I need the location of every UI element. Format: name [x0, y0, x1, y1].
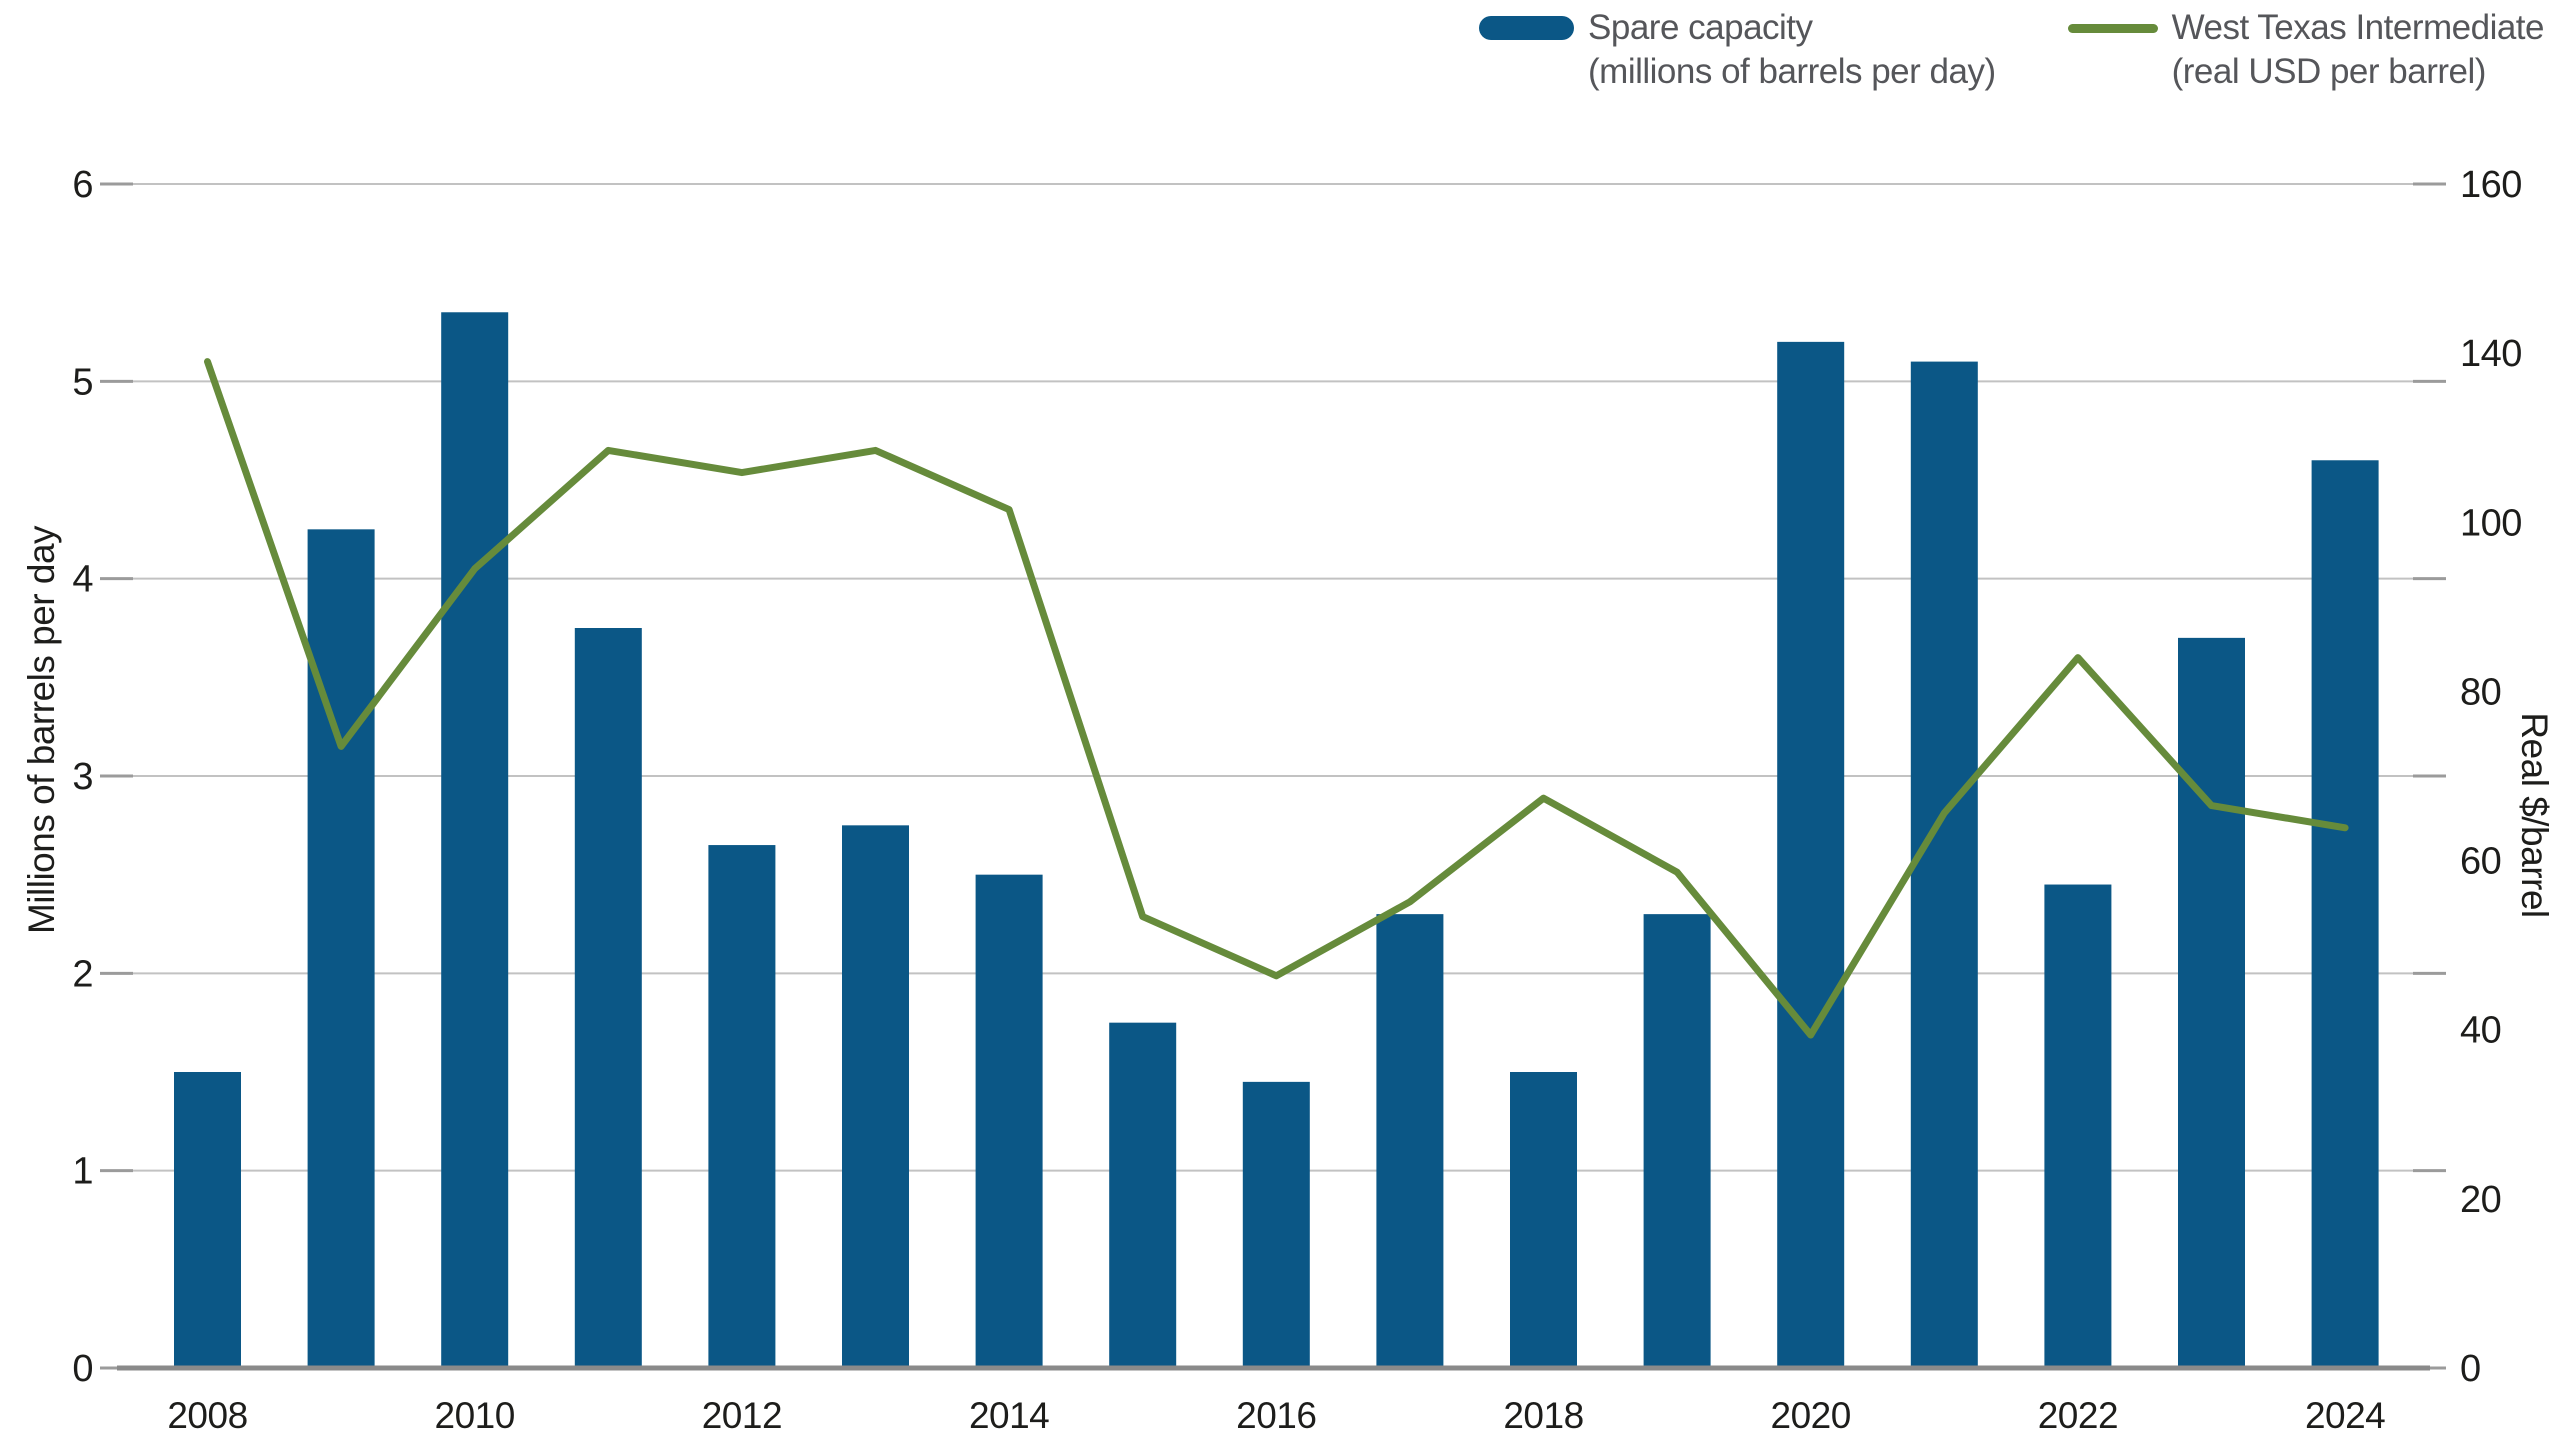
left-tick-label: 1: [72, 1151, 93, 1193]
left-tick-label: 0: [72, 1348, 93, 1390]
x-tick-label: 2020: [1771, 1395, 1851, 1436]
x-tick-label: 2008: [167, 1395, 247, 1436]
bar-2019: [1643, 914, 1711, 1368]
bar-2014: [975, 874, 1043, 1368]
legend-label-line2: (millions of barrels per day): [1588, 52, 1996, 91]
bar-2024: [2311, 460, 2379, 1368]
legend-label-line1: Spare capacity: [1588, 8, 1813, 47]
bar-2023: [2178, 637, 2245, 1368]
legend-label-wti: West Texas Intermediate (real USD per ba…: [2171, 6, 2545, 94]
legend-label-spare-capacity: Spare capacity (millions of barrels per …: [1588, 6, 1996, 94]
left-tick-label: 6: [72, 164, 93, 206]
right-tick-label: 20: [2460, 1179, 2501, 1221]
legend-item-wti: West Texas Intermediate (real USD per ba…: [2067, 6, 2545, 94]
x-tick-label: 2022: [2038, 1395, 2118, 1436]
left-tick-label: 2: [72, 953, 93, 995]
legend-label-line1: West Texas Intermediate: [2171, 8, 2545, 47]
wti-line-swatch: [2067, 24, 2158, 33]
bar-2009: [307, 529, 375, 1368]
legend-item-spare-capacity: Spare capacity (millions of barrels per …: [1479, 6, 1996, 94]
bar-2017: [1376, 914, 1444, 1368]
bar-2020: [1777, 341, 1845, 1368]
right-tick-label: 0: [2460, 1348, 2481, 1390]
x-tick-label: 2016: [1236, 1395, 1316, 1436]
spare-capacity-swatch: [1479, 16, 1575, 40]
bar-2013: [842, 825, 909, 1368]
left-tick-label: 4: [72, 559, 93, 601]
right-tick-label: 160: [2460, 164, 2522, 206]
left-tick-label: 5: [72, 361, 93, 403]
right-tick-label: 100: [2460, 502, 2522, 544]
x-tick-label: 2014: [969, 1395, 1049, 1436]
left-tick-label: 3: [72, 756, 93, 798]
bar-2022: [2044, 884, 2112, 1368]
legend-label-line2: (real USD per barrel): [2171, 52, 2487, 91]
bar-2008: [174, 1072, 241, 1368]
bar-2016: [1242, 1081, 1310, 1368]
bar-2012: [708, 845, 776, 1368]
right-tick-label: 140: [2460, 333, 2522, 375]
bar-2018: [1510, 1072, 1577, 1368]
bar-2010: [441, 312, 509, 1369]
right-tick-label: 40: [2460, 1010, 2501, 1052]
x-tick-label: 2018: [1503, 1395, 1583, 1436]
right-tick-label: 80: [2460, 671, 2501, 713]
right-tick-label: 60: [2460, 841, 2501, 883]
x-tick-label: 2024: [2305, 1395, 2385, 1436]
left-axis-title: Millions of barrels per day: [21, 525, 62, 935]
bar-2021: [1910, 361, 1978, 1369]
x-tick-label: 2010: [435, 1395, 515, 1436]
bar-2011: [574, 628, 642, 1368]
legend: Spare capacity (millions of barrels per …: [1479, 6, 2545, 94]
wti-line: [204, 358, 2349, 1039]
x-tick-label: 2012: [702, 1395, 782, 1436]
right-axis-title: Real $/barrel: [2514, 712, 2555, 918]
bar-2015: [1109, 1022, 1177, 1368]
